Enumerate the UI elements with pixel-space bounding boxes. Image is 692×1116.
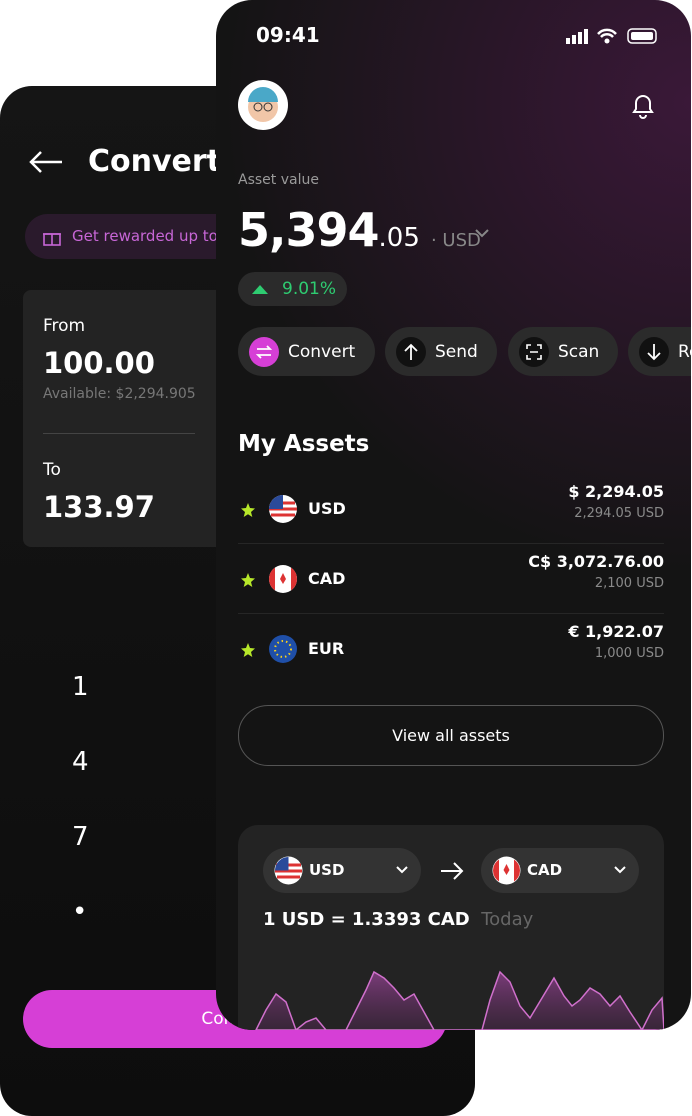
asset-amount: C$ 3,072.76.00 [528,552,664,571]
action-label: Receive [678,341,691,362]
action-icon [249,336,279,367]
star [241,643,255,657]
home-screen: 09:41 Asset value 5,394.05 · USD 9.01% C… [216,0,691,1030]
action-label: Convert [288,341,356,362]
to-amount: 133.97 [43,490,155,524]
action-button[interactable]: Scan [508,327,618,376]
action-icon [396,336,426,367]
asset-row[interactable]: CAD C$ 3,072.76.00 2,100 USD [238,544,664,614]
rate-line: 1 USD = 1.3393 CAD Today [263,909,533,930]
flag [269,565,297,593]
asset-code: EUR [308,639,345,658]
view-all-button[interactable]: View all assets [238,705,664,766]
key[interactable]: • [72,897,88,927]
key[interactable]: 7 [72,822,89,852]
action-label: Scan [558,341,600,362]
key[interactable]: 1 [72,672,89,702]
asset-code: USD [308,499,346,518]
asset-value: 5,394.05 · USD [238,203,481,257]
change: 9.01% [282,279,337,299]
star [241,573,255,587]
divider [238,613,664,614]
title: Convert [88,144,222,179]
asset-usd: 2,100 USD [594,576,664,591]
asset-usd: 1,000 USD [594,646,664,661]
avatar[interactable] [238,80,288,130]
action-icon [519,336,549,367]
action-button[interactable]: Send [385,327,497,376]
action-button[interactable]: Convert [238,327,375,376]
change-pill: 9.01% [238,272,347,306]
action-icon [639,336,669,367]
action-button[interactable]: Receive [628,327,691,376]
chevron [475,229,489,238]
promo-text: Get rewarded up to $ [72,227,233,245]
asset-amount: € 1,922.07 [568,622,664,641]
action-label: Send [435,341,478,362]
to-label: To [43,460,61,480]
up-icon [252,285,268,294]
status-icons [566,28,657,44]
star [241,503,255,517]
available: Available: $2,294.905 [43,386,196,402]
asset-row[interactable]: EUR € 1,922.07 1,000 USD [238,614,664,684]
assets-title: My Assets [238,431,370,457]
period: Today [481,909,534,930]
arrow [441,862,464,880]
flag-usd [274,856,303,885]
from-code: USD [309,861,345,879]
from-amount[interactable]: 100.00 [43,346,155,380]
rate: 1 USD = 1.3393 CAD [263,909,470,930]
flag-cad [492,856,521,885]
from-select[interactable]: USD [263,848,421,893]
flag [269,635,297,663]
asset-code: CAD [308,569,346,588]
gift-icon [43,233,61,246]
asset-amount: $ 2,294.05 [568,482,664,501]
view-all: View all assets [392,726,510,745]
divider [43,433,195,434]
flag [269,495,297,523]
divider [238,543,664,544]
asset-whole: 5,394 [238,203,380,257]
to-select[interactable]: CAD [481,848,639,893]
back-arrow[interactable] [28,150,64,174]
asset-row[interactable]: USD $ 2,294.05 2,294.05 USD [238,474,664,544]
asset-usd: 2,294.05 USD [574,506,664,521]
to-code: CAD [527,861,563,879]
asset-decimal: .05 [378,223,420,253]
rate-chart [255,970,664,1030]
asset-label: Asset value [238,172,319,188]
key[interactable]: 4 [72,747,89,777]
bell[interactable] [630,92,656,120]
from-label: From [43,316,86,336]
time: 09:41 [256,23,320,47]
currency[interactable]: USD [442,230,481,251]
